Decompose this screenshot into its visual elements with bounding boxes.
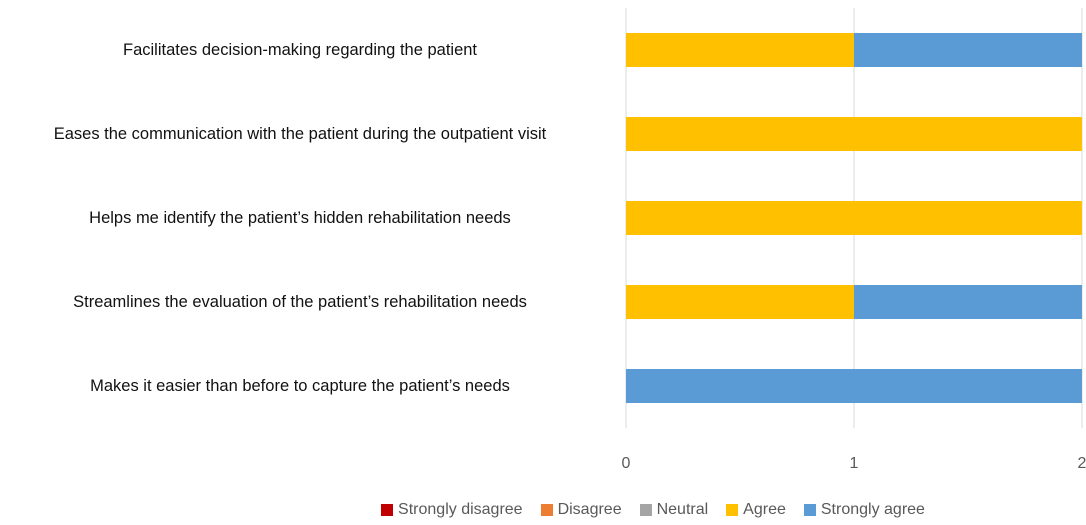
category-label: Makes it easier than before to capture t… (90, 377, 510, 395)
bar-segment (626, 33, 854, 67)
legend: Strongly disagree Disagree Neutral Agree Str… (300, 501, 1006, 519)
bar-segment (626, 369, 1082, 403)
legend-swatch (639, 504, 652, 516)
legend-label: Strongly disagree (398, 501, 523, 518)
legend-swatch (381, 504, 394, 516)
bar-segment (626, 117, 1082, 151)
legend-label: Agree (743, 501, 786, 518)
legend-label: Strongly agree (820, 501, 925, 518)
category-label: Facilitates decision-making regarding th… (122, 41, 478, 59)
legend-swatch (803, 504, 816, 516)
bar-segment (854, 33, 1082, 67)
category-label: Helps me identify the patient’s hidden r… (89, 209, 511, 227)
legend-swatch (726, 504, 739, 516)
bar-segment (626, 201, 1082, 235)
legend-item: Neutral (639, 501, 709, 519)
x-tick-label: 1 (850, 455, 859, 472)
legend-item: Strongly disagree (381, 501, 523, 519)
legend-item: Disagree (540, 501, 622, 519)
legend-item: Agree (726, 501, 786, 519)
bar-segment (626, 285, 854, 319)
legend-item: Strongly agree (803, 501, 925, 519)
legend-swatch (540, 504, 553, 516)
category-label: Streamlines the evaluation of the patien… (73, 293, 527, 311)
x-tick-label: 0 (622, 455, 631, 472)
bar-segment (854, 285, 1082, 319)
legend-label: Disagree (557, 501, 622, 518)
x-tick-label: 2 (1078, 455, 1086, 472)
legend-label: Neutral (656, 501, 709, 518)
category-label: Eases the communication with the patient… (53, 125, 547, 143)
